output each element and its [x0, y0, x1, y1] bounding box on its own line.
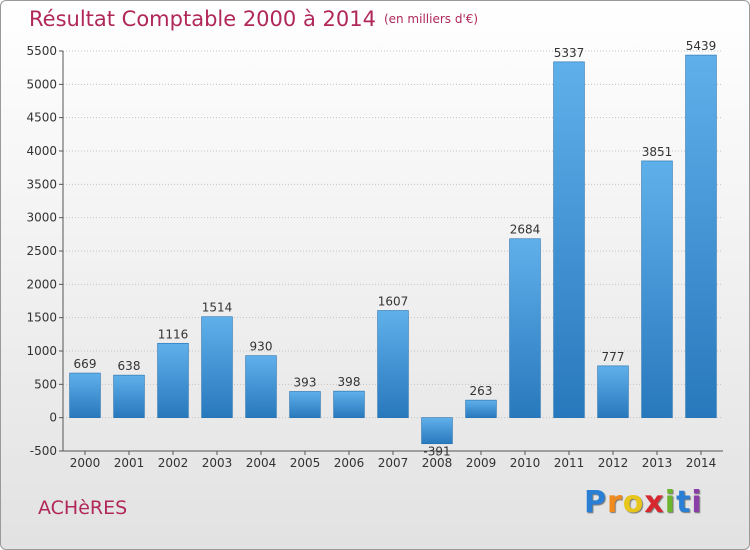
bar-2013 [641, 160, 673, 418]
data-label: 398 [338, 375, 361, 389]
bar-2011 [553, 61, 585, 418]
bar-2000 [69, 373, 101, 418]
bar-edge [289, 391, 321, 418]
logo-letter: i [664, 485, 677, 520]
data-label: 393 [294, 375, 317, 389]
bar-2006 [333, 391, 365, 418]
bar-2007 [377, 310, 409, 418]
x-tick-label: 2001 [114, 456, 145, 470]
bar-edge [245, 355, 277, 418]
bar-edge [553, 61, 585, 418]
bar-2001 [113, 375, 145, 418]
y-tick-label: 4500 [26, 111, 57, 125]
bars [69, 54, 717, 445]
x-tick-label: 2000 [70, 456, 101, 470]
x-tick-label: 2003 [202, 456, 233, 470]
bar-2009 [465, 400, 497, 418]
bar-edge [421, 417, 453, 445]
data-label: 638 [118, 359, 141, 373]
commune-name: ACHèRES [38, 497, 128, 519]
data-labels: 669 638 1116 1514 930 393 398 1607 -391 263 2684 53… [74, 39, 717, 459]
bar-edge [333, 390, 365, 418]
x-tick-label: 2008 [422, 456, 453, 470]
y-tick-label: 3000 [26, 211, 57, 225]
bar-2008 [421, 417, 453, 444]
x-tick-label: 2005 [290, 456, 321, 470]
y-tick-label: 3500 [26, 177, 57, 191]
logo-letter: t [676, 485, 692, 520]
x-tick-label: 2012 [598, 456, 629, 470]
data-label: 5439 [686, 39, 717, 53]
bar-edge [597, 365, 629, 418]
x-tick-label: 2004 [246, 456, 277, 470]
y-tick-label: 2000 [26, 277, 57, 291]
y-tick-label: 1500 [26, 311, 57, 325]
bar-edge [377, 310, 409, 418]
x-tick-label: 2009 [466, 456, 497, 470]
bar-edge [465, 399, 497, 418]
bar-2005 [289, 391, 321, 418]
logo-letter: P [584, 485, 607, 520]
bar-edge [157, 342, 189, 418]
bar-edge [201, 316, 233, 418]
data-label: 2684 [510, 223, 541, 237]
x-tick-label: 2011 [554, 456, 585, 470]
data-label: 5337 [554, 46, 585, 60]
data-label: 263 [470, 384, 493, 398]
data-label: 1514 [202, 301, 233, 315]
x-tick-label: 2010 [510, 456, 541, 470]
bar-2010 [509, 238, 541, 418]
y-axis: -500 0 500 1000 1500 2000 2500 3000 3500 4000 4500… [26, 44, 64, 458]
bar-2004 [245, 355, 277, 418]
data-label: 1607 [378, 295, 409, 309]
chart-title: Résultat Comptable 2000 à 2014 (en millie… [29, 7, 478, 31]
y-tick-label: 1000 [26, 344, 57, 358]
bar-edge [641, 160, 673, 418]
y-tick-label: 4000 [26, 144, 57, 158]
bar-2003 [201, 316, 233, 418]
x-tick-label: 2002 [158, 456, 189, 470]
y-tick-label: -500 [30, 444, 57, 458]
data-label: 669 [74, 357, 97, 371]
bar-edge [509, 238, 541, 418]
bar-edge [685, 54, 717, 418]
y-tick-label: 2500 [26, 244, 57, 258]
y-tick-label: 5000 [26, 77, 57, 91]
chart-title-text: Résultat Comptable 2000 à 2014 [29, 7, 376, 31]
bar-2012 [597, 365, 629, 418]
bar-2002 [157, 343, 189, 418]
x-tick-label: 2007 [378, 456, 409, 470]
chart-subtitle: (en milliers d'€) [383, 12, 479, 26]
x-axis: 2000 2001 2002 2003 2004 2005 2006 2007 2008 2009… [63, 450, 723, 470]
logo-letter: i [691, 485, 703, 520]
bar-2014 [685, 55, 717, 418]
y-tick-label: 500 [34, 377, 57, 391]
x-tick-label: 2014 [686, 456, 717, 470]
logo-letter: o [622, 485, 645, 520]
data-label: 777 [602, 350, 625, 364]
logo-letter: x [644, 485, 665, 520]
data-label: -391 [423, 445, 450, 459]
x-tick-label: 2006 [334, 456, 365, 470]
bar-edge [113, 374, 145, 418]
data-label: 3851 [642, 145, 673, 159]
y-tick-label: 0 [49, 411, 57, 425]
bar-edge [69, 372, 101, 418]
logo-letter: r [607, 485, 623, 520]
y-tick-label: 5500 [26, 44, 57, 58]
data-label: 1116 [158, 327, 189, 341]
data-label: 930 [250, 340, 273, 354]
proxiti-logo: Proxiti [584, 485, 703, 520]
x-tick-label: 2013 [642, 456, 673, 470]
